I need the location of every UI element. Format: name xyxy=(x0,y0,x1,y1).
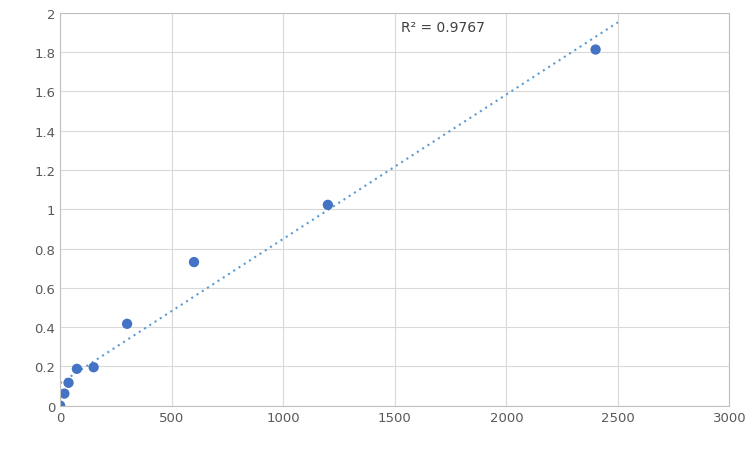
Point xyxy=(121,321,133,328)
Point xyxy=(59,390,71,397)
Point xyxy=(71,365,83,373)
Point xyxy=(54,402,66,410)
Point xyxy=(188,259,200,266)
Point xyxy=(62,379,74,387)
Point xyxy=(87,364,99,371)
Point xyxy=(322,202,334,209)
Point xyxy=(590,47,602,54)
Text: R² = 0.9767: R² = 0.9767 xyxy=(402,21,485,35)
